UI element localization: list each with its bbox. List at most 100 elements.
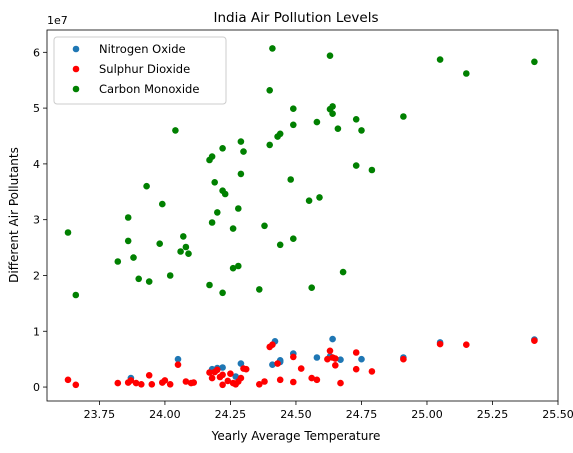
data-point xyxy=(308,284,316,292)
data-point xyxy=(206,369,213,376)
legend-label: Sulphur Dioxide xyxy=(99,62,190,76)
data-point xyxy=(177,248,184,255)
data-point xyxy=(463,341,470,349)
x-axis: 23.75 24.00 24.25 24.50 24.75 25.00 25.25 25.50 xyxy=(84,401,573,421)
data-point xyxy=(358,127,365,134)
legend-label: Carbon Monoxide xyxy=(99,82,199,96)
data-point xyxy=(185,250,192,257)
data-point xyxy=(124,237,132,245)
data-point xyxy=(242,365,250,373)
data-point xyxy=(237,170,245,178)
data-point xyxy=(334,125,342,132)
data-point xyxy=(266,87,274,94)
x-tick-label: 25.25 xyxy=(477,408,509,421)
data-point xyxy=(316,194,323,201)
data-point xyxy=(308,374,316,382)
data-point xyxy=(337,356,344,364)
plot-area xyxy=(64,45,538,389)
data-point xyxy=(368,368,376,375)
x-tick-label: 24.50 xyxy=(280,408,312,421)
data-point xyxy=(261,222,268,230)
data-point xyxy=(135,275,142,283)
y-tick-label: 0 xyxy=(33,381,40,394)
data-point xyxy=(276,376,284,384)
data-point xyxy=(332,362,339,369)
legend-box xyxy=(53,36,227,105)
data-point xyxy=(208,374,216,382)
data-point xyxy=(114,258,122,265)
data-point xyxy=(219,381,226,389)
data-point xyxy=(237,374,245,382)
data-point xyxy=(326,52,334,59)
data-point xyxy=(235,205,242,212)
data-point xyxy=(290,235,297,242)
data-point xyxy=(287,176,295,183)
y-tick-label: 3 xyxy=(33,214,40,227)
data-point xyxy=(182,378,190,385)
data-point xyxy=(229,225,237,232)
data-point xyxy=(190,379,197,386)
legend: Nitrogen Oxide Sulphur Dioxide Carbon Mono… xyxy=(53,36,227,105)
data-point xyxy=(276,130,284,138)
data-point xyxy=(130,254,137,261)
data-point xyxy=(463,70,470,77)
data-point xyxy=(143,182,150,190)
data-point xyxy=(329,103,336,110)
data-point xyxy=(329,110,336,117)
x-tick-label: 23.75 xyxy=(84,408,116,421)
plot-frame xyxy=(46,29,559,402)
data-point xyxy=(145,278,153,285)
data-point xyxy=(208,153,216,160)
data-point xyxy=(290,353,297,361)
x-tick-label: 24.00 xyxy=(149,408,181,421)
data-point xyxy=(436,56,444,63)
data-point xyxy=(224,377,232,385)
data-point xyxy=(400,355,407,363)
data-point xyxy=(219,364,226,371)
data-point xyxy=(166,272,174,279)
y-axis: 0 1 2 3 4 5 6 xyxy=(33,46,47,394)
data-point xyxy=(72,381,80,389)
data-point xyxy=(255,381,263,388)
legend-marker xyxy=(72,65,80,73)
data-point xyxy=(261,378,268,385)
data-point xyxy=(237,360,245,367)
data-point xyxy=(148,381,156,388)
x-tick-label: 25.50 xyxy=(542,408,573,421)
data-point xyxy=(237,138,245,145)
data-point xyxy=(227,370,234,378)
data-point xyxy=(72,291,80,299)
data-point xyxy=(266,141,274,149)
chart-title: India Air Pollution Levels xyxy=(213,10,378,26)
data-point xyxy=(358,355,365,363)
data-point xyxy=(219,145,226,152)
legend-marker xyxy=(72,85,80,93)
data-point xyxy=(124,214,132,221)
data-point xyxy=(332,355,339,362)
data-point xyxy=(290,105,297,112)
data-point xyxy=(255,286,263,293)
y-tick-label: 5 xyxy=(33,102,40,115)
data-point xyxy=(313,376,321,384)
data-point xyxy=(269,45,276,52)
data-point xyxy=(219,371,226,379)
data-point xyxy=(269,361,276,369)
x-tick-label: 25.00 xyxy=(411,408,443,421)
y-tick-label: 6 xyxy=(33,46,40,59)
data-point xyxy=(214,209,221,216)
x-tick-label: 24.75 xyxy=(346,408,378,421)
data-point xyxy=(232,373,239,380)
data-point xyxy=(531,337,538,345)
data-point xyxy=(313,118,321,126)
data-point xyxy=(64,229,72,236)
x-tick-label: 24.25 xyxy=(215,408,247,421)
data-point xyxy=(290,121,297,129)
data-point xyxy=(276,241,284,249)
y-tick-label: 4 xyxy=(33,158,40,171)
data-point xyxy=(324,355,331,363)
legend-marker xyxy=(72,45,80,53)
data-point xyxy=(339,268,347,276)
data-point xyxy=(166,381,174,388)
data-point xyxy=(127,377,135,384)
